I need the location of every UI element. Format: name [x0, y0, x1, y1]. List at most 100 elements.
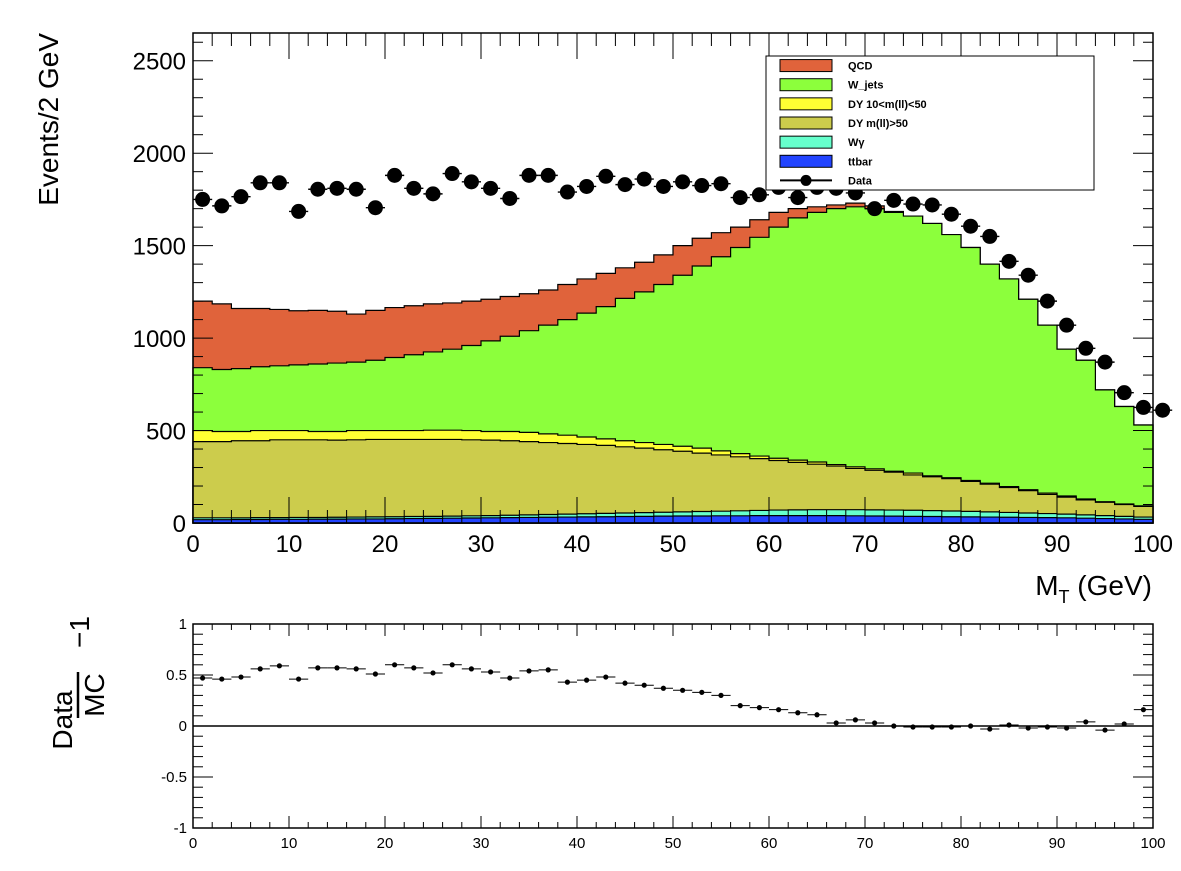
main-tick-labels: 0 10 20 30 40 50 60 70 80 90 100050010001500200025…: [133, 49, 1173, 558]
ratio-point: [941, 724, 961, 730]
y-tick-label: 1000: [133, 326, 186, 353]
ratio-point: [922, 724, 942, 730]
data-point: [1133, 399, 1153, 415]
y-tick-label: 2000: [133, 141, 186, 168]
y-tick-label: 2500: [133, 49, 186, 76]
ratio-point: [999, 722, 1019, 728]
legend-swatch: [779, 135, 833, 149]
ratio-point: [788, 710, 808, 716]
legend-entry: Data: [780, 174, 873, 187]
ratio-point: [807, 712, 827, 718]
ratio-title-numerator: Data: [47, 690, 78, 750]
ratio-points: [193, 662, 1153, 733]
ratio-point: [1037, 724, 1057, 730]
data-point: [269, 175, 289, 191]
data-point: [308, 181, 328, 197]
data-point: [577, 178, 597, 194]
ratio-point: [461, 666, 481, 672]
x-tick-label: 90: [1044, 531, 1071, 558]
data-point: [961, 218, 981, 234]
legend-swatch: [779, 97, 833, 111]
data-point: [596, 168, 616, 184]
data-point: [500, 190, 520, 206]
ratio-point: [1133, 707, 1153, 713]
legend-label: Data: [848, 175, 873, 187]
data-point: [1057, 317, 1077, 333]
ratio-point: [1095, 727, 1115, 733]
data-point: [1095, 354, 1115, 370]
ratio-point: [980, 726, 1000, 732]
legend-swatch: [779, 154, 833, 168]
data-point: [289, 203, 309, 219]
x-axis-title-unit: (GeV): [1070, 570, 1152, 601]
legend-swatch: [779, 59, 833, 73]
data-point: [1018, 267, 1038, 283]
y-tick-label: 1500: [133, 234, 186, 261]
legend-entry: W_jets: [779, 78, 883, 92]
data-point: [557, 184, 577, 200]
legend-entry: ttbar: [779, 154, 873, 168]
legend-entry: Wγ: [779, 135, 865, 149]
x-tick-label: 20: [372, 531, 399, 558]
x-axis-title-main: M: [1035, 570, 1058, 601]
ratio-point: [769, 707, 789, 713]
ratio-x-tick-label: 60: [761, 835, 778, 852]
ratio-x-tick-label: 40: [569, 835, 586, 852]
ratio-point: [653, 685, 673, 691]
data-point: [711, 176, 731, 192]
x-axis-title: MT (GeV): [1035, 570, 1152, 607]
ratio-point: [442, 662, 462, 668]
data-point: [865, 201, 885, 217]
data-point: [385, 167, 405, 183]
data-point: [922, 197, 942, 213]
ratio-point: [423, 670, 443, 676]
ratio-x-tick-label: 100: [1140, 835, 1165, 852]
x-tick-label: 100: [1133, 531, 1173, 558]
ratio-point: [903, 724, 923, 730]
ratio-point: [1076, 719, 1096, 725]
data-point: [730, 190, 750, 206]
ratio-x-tick-label: 70: [857, 835, 874, 852]
data-point: [903, 196, 923, 212]
data-point: [365, 200, 385, 216]
ratio-point: [269, 663, 289, 669]
main-plot: 0 10 20 30 40 50 60 70 80 90 100050010001500200025…: [33, 32, 1173, 607]
data-point: [653, 178, 673, 194]
ratio-plot: 0 10 20 30 40 50 60 70 80 90 100 -1 -0.5 0 0.5 1 Data M…: [47, 616, 1166, 852]
data-point: [1076, 340, 1096, 356]
data-point: [1153, 402, 1173, 418]
ratio-point: [193, 675, 213, 681]
ratio-point: [519, 668, 539, 674]
ratio-y-tick-label: -0.5: [161, 769, 187, 786]
ratio-title-denominator: MC: [79, 673, 110, 717]
ratio-point: [615, 680, 635, 686]
data-point: [327, 180, 347, 196]
legend-swatch-marker: [800, 174, 812, 186]
legend-entry: QCD: [779, 59, 873, 73]
ratio-x-tick-label: 10: [281, 835, 298, 852]
data-point: [346, 181, 366, 197]
data-point: [980, 228, 1000, 244]
y-tick-label: 0: [173, 511, 186, 538]
ratio-point: [500, 675, 520, 681]
legend-label: W_jets: [848, 80, 883, 92]
data-point: [941, 206, 961, 222]
x-tick-label: 60: [756, 531, 783, 558]
data-point: [634, 171, 654, 187]
ratio-point: [826, 720, 846, 726]
ratio-point: [596, 674, 616, 680]
data-point: [193, 191, 213, 207]
ratio-point: [865, 720, 885, 726]
data-point: [615, 177, 635, 193]
ratio-y-axis-title: Data MC −1: [47, 616, 110, 750]
ratio-point: [673, 687, 693, 693]
x-tick-label: 50: [660, 531, 687, 558]
ratio-point: [538, 667, 558, 673]
data-point: [212, 198, 232, 214]
ratio-point: [289, 676, 309, 682]
data-point: [461, 174, 481, 190]
data-point: [250, 175, 270, 191]
data-point: [538, 167, 558, 183]
ratio-point: [346, 666, 366, 672]
ratio-y-tick-label: 0: [179, 718, 187, 735]
